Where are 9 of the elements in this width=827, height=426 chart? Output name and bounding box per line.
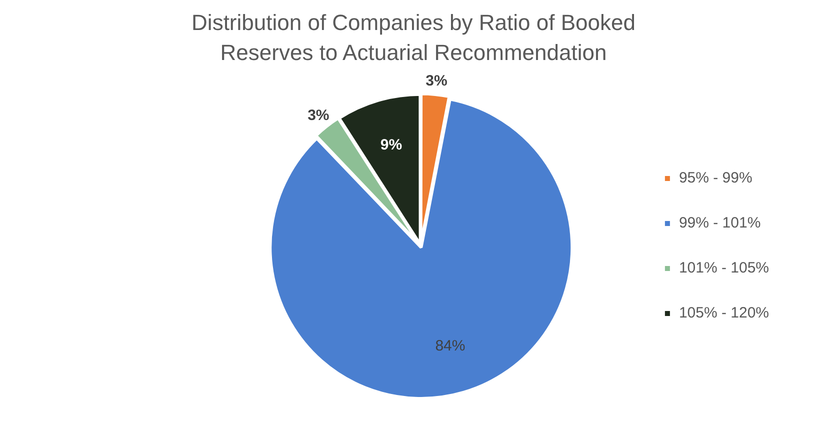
legend-label: 95% - 99% xyxy=(678,170,752,187)
legend-label: 99% - 101% xyxy=(678,214,761,232)
data-label: 9% xyxy=(380,136,402,154)
chart-title: Distribution of Companies by Ratio of Booked Reserves to Actuarial Recommendation xyxy=(190,9,636,67)
data-label: 3% xyxy=(308,107,330,124)
data-label: 84% xyxy=(435,338,466,355)
data-label: 3% xyxy=(426,72,448,90)
legend-label: 101% - 105% xyxy=(678,260,770,277)
legend-label: 105% - 120% xyxy=(678,304,770,322)
